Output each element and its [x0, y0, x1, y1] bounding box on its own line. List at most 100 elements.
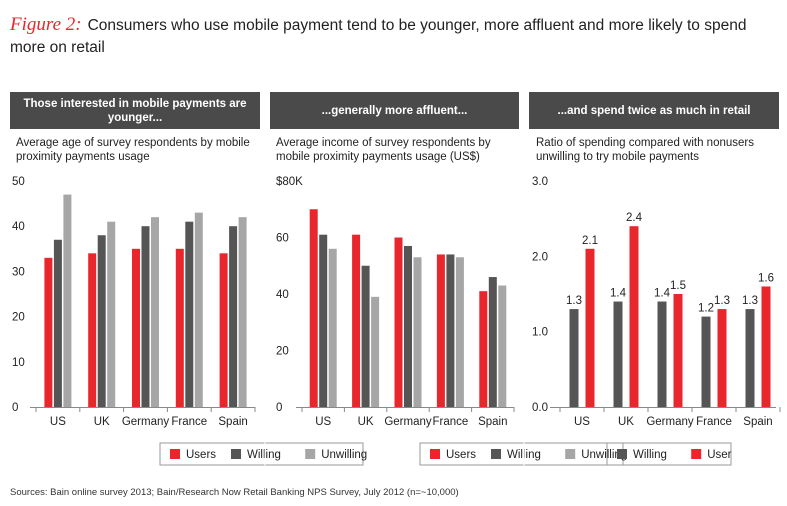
- spending-bar-willing-us: [569, 309, 579, 407]
- age-bar-willing-spain: [229, 226, 238, 407]
- income-legend-swatch-unwilling: [565, 449, 576, 459]
- income-category-label: Spain: [478, 416, 507, 428]
- panel-header-age: Those interested in mobile payments are …: [10, 92, 260, 129]
- age-bar-unwilling-us: [63, 194, 72, 407]
- spending-ytick-label: 1.0: [532, 327, 548, 339]
- income-bar-willing-uk: [361, 265, 370, 407]
- age-legend-label-users: Users: [186, 449, 216, 461]
- panel-header-age-text: Those interested in mobile payments are …: [23, 97, 247, 124]
- panel-subtitle-income: Average income of survey respondents by …: [276, 137, 491, 163]
- title-text: Consumers who use mobile payment tend to…: [10, 17, 747, 56]
- income-legend-label-users: Users: [446, 449, 476, 461]
- age-bar-users-france: [175, 248, 184, 407]
- spending-data-label: 2.1: [582, 235, 598, 247]
- age-category-label: UK: [94, 416, 110, 428]
- age-category-label: France: [171, 416, 207, 428]
- income-ytick-label: 20: [276, 346, 289, 358]
- age-bar-unwilling-germany: [151, 217, 159, 407]
- age-bar-users-uk: [88, 253, 97, 407]
- spending-category-label: Germany: [646, 416, 694, 428]
- source-note: Sources: Bain online survey 2013; Bain/R…: [10, 487, 459, 498]
- spending-data-label: 1.3: [742, 295, 758, 307]
- income-bar-users-spain: [479, 291, 488, 407]
- income-legend-swatch-users: [430, 449, 440, 459]
- income-legend-swatch-willing: [491, 449, 501, 459]
- age-bar-unwilling-spain: [238, 217, 247, 407]
- spending-category-label: US: [574, 416, 590, 428]
- spending-data-label: 1.4: [654, 288, 671, 300]
- income-bar-willing-france: [446, 254, 455, 407]
- spending-data-label: 2.4: [626, 212, 643, 224]
- income-bar-willing-us: [319, 234, 328, 407]
- income-ytick-label: 60: [276, 233, 289, 245]
- income-bar-users-us: [309, 209, 318, 407]
- age-legend-swatch-unwilling: [305, 449, 316, 459]
- spending-data-label: 1.3: [714, 295, 730, 307]
- income-bar-willing-spain: [488, 277, 497, 407]
- spending-data-label: 1.3: [566, 295, 582, 307]
- income-ytick-label: 0: [276, 402, 282, 414]
- income-ytick-label: 40: [276, 289, 289, 301]
- panel-subtitle-age: Average age of survey respondents by mob…: [16, 137, 250, 163]
- income-category-label: UK: [358, 416, 374, 428]
- spending-bar-user-germany: [673, 294, 683, 407]
- age-ytick-label: 20: [12, 312, 25, 324]
- age-legend-box: [159, 442, 364, 466]
- spending-category-label: Spain: [743, 416, 772, 428]
- income-category-label: Germany: [384, 416, 432, 428]
- income-bar-willing-germany: [404, 245, 412, 407]
- age-bar-users-us: [44, 257, 53, 407]
- income-bar-unwilling-spain: [498, 285, 507, 407]
- income-bar-unwilling-us: [328, 248, 337, 407]
- age-category-label: Germany: [122, 416, 170, 428]
- age-bar-unwilling-france: [194, 212, 203, 407]
- age-legend-label-unwilling: Unwilling: [321, 449, 367, 461]
- age-legend-label-willing: Willing: [247, 449, 281, 461]
- chart-title: Figure 2: Consumers who use mobile paymen…: [10, 14, 780, 59]
- spending-category-label: France: [696, 416, 732, 428]
- spending-bar-willing-france: [701, 316, 711, 407]
- spending-ytick-label: 2.0: [532, 251, 548, 263]
- income-ytick-label: $80K: [276, 176, 303, 188]
- figure-label: Figure 2:: [10, 14, 82, 35]
- income-bar-users-germany: [394, 237, 403, 407]
- income-bar-unwilling-germany: [413, 257, 422, 407]
- income-category-label: US: [315, 416, 331, 428]
- age-bar-willing-germany: [141, 226, 150, 407]
- spending-data-label: 1.4: [610, 288, 627, 300]
- age-legend-swatch-willing: [231, 449, 241, 459]
- income-bar-unwilling-france: [455, 257, 464, 407]
- spending-data-label: 1.5: [670, 280, 686, 292]
- spending-legend-label-user: User: [707, 449, 731, 461]
- spending-legend-box: [606, 442, 732, 466]
- age-ytick-label: 0: [12, 402, 18, 414]
- age-category-label: Spain: [218, 416, 247, 428]
- age-bar-willing-uk: [97, 235, 106, 407]
- spending-bar-user-spain: [761, 286, 771, 407]
- income-bar-users-uk: [352, 234, 361, 407]
- age-bar-users-spain: [219, 253, 228, 407]
- panel-header-income-text: ...generally more affluent...: [321, 104, 468, 117]
- age-legend-swatch-users: [170, 449, 180, 459]
- spending-legend-swatch-willing: [617, 449, 627, 459]
- spending-category-label: UK: [618, 416, 634, 428]
- spending-bar-willing-uk: [613, 301, 623, 407]
- panel-header-income: ...generally more affluent...: [270, 92, 519, 129]
- spending-data-label: 1.6: [758, 272, 774, 284]
- spending-bar-user-france: [717, 309, 727, 407]
- spending-data-label: 1.2: [698, 303, 714, 315]
- spending-bar-user-uk: [629, 226, 639, 407]
- spending-legend-label-willing: Willing: [633, 449, 667, 461]
- age-bar-users-germany: [132, 248, 140, 407]
- income-bar-unwilling-uk: [371, 296, 380, 407]
- income-legend-label-unwilling: Unwilling: [581, 449, 627, 461]
- panel-subtitle-spending: Ratio of spending compared with nonusers…: [536, 137, 754, 163]
- age-ytick-label: 10: [12, 357, 25, 369]
- age-ytick-label: 50: [12, 176, 25, 188]
- spending-bar-willing-spain: [745, 309, 755, 407]
- age-bar-willing-us: [53, 239, 62, 407]
- spending-bar-user-us: [585, 248, 595, 407]
- age-bar-willing-france: [185, 221, 194, 407]
- panel-header-spending-text: ...and spend twice as much in retail: [557, 104, 751, 117]
